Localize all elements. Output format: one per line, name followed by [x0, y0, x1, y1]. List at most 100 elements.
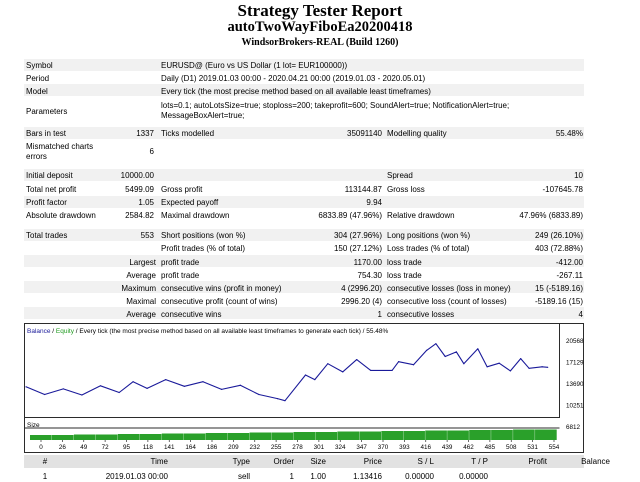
period-value: Daily (D1) 2019.01.03 00:00 - 2020.04.21… [161, 74, 426, 83]
largest-label: Largest [129, 258, 156, 267]
legend-separator: / [51, 328, 56, 335]
table-cell: sell [237, 472, 250, 481]
balance-point [44, 393, 46, 396]
balance-point [25, 386, 27, 388]
balance-point [425, 349, 428, 351]
max-consecutive-losses-value: 15 (-5189.16) [534, 284, 583, 293]
row-band [24, 196, 584, 208]
x-tick-label: 232 [249, 444, 260, 451]
loss-trades-value: 403 (72.88%) [534, 244, 583, 253]
balance-point [391, 369, 393, 371]
balance-point [520, 357, 522, 360]
gross-profit-label: Gross profit [161, 185, 203, 194]
y-tick-label: 13690 [566, 381, 584, 388]
maximal-consecutive-profit-value: 2996.20 (4) [341, 297, 382, 306]
x-tick-label: 26 [59, 444, 67, 451]
avg-consecutive-wins-value: 1 [377, 310, 382, 319]
legend-description: / Every tick (the most precise method ba… [74, 328, 389, 335]
row-band [24, 281, 584, 293]
column-header: T / P [471, 457, 488, 466]
size-bar [161, 433, 184, 440]
gross-loss-label: Gross loss [387, 185, 425, 194]
gross-profit-value: 113144.87 [344, 185, 382, 194]
period-label: Period [26, 74, 50, 83]
plot-frame [24, 323, 560, 418]
loss-trades-label: Loss trades (% of total) [387, 244, 470, 253]
balance-point [477, 348, 479, 350]
quality-label: Modelling quality [387, 129, 447, 138]
x-tick-label: 462 [463, 444, 474, 451]
y-tick-label: 10251 [566, 403, 584, 410]
table-cell: 0.00000 [459, 472, 488, 481]
maximum-label: Maximum [121, 284, 156, 293]
x-tick-label: 508 [506, 444, 517, 451]
x-tick-label: 72 [102, 444, 110, 451]
average-consecutive-label: Average [126, 310, 156, 319]
x-tick-label: 255 [271, 444, 282, 451]
symbol-value: EURUSD@ (Euro vs US Dollar (1 lot= EUR10… [161, 61, 348, 70]
largest-profit-value: 1170.00 [353, 258, 382, 267]
legend-equity: Equity [56, 328, 75, 335]
profit-factor-value: 1.05 [138, 198, 154, 207]
x-tick-label: 0 [39, 444, 43, 451]
mismatched-label-line2: errors [26, 152, 47, 161]
size-bar [359, 431, 382, 440]
y-tick-label: 20568 [566, 338, 584, 345]
size-bar [51, 435, 74, 440]
maximal-drawdown-value: 6833.89 (47.96%) [318, 211, 382, 220]
column-header: Type [232, 457, 250, 466]
bars-value: 1337 [136, 129, 154, 138]
balance-point [202, 381, 204, 383]
relative-drawdown-value: 47.96% (6833.89) [519, 211, 583, 220]
balance-point [239, 384, 241, 386]
report-title: Strategy Tester Report [237, 1, 403, 20]
x-tick-label: 278 [292, 444, 303, 451]
spread-value: 10 [574, 171, 583, 180]
balance-series [25, 343, 549, 402]
column-header: Price [363, 457, 382, 466]
size-bar [403, 431, 425, 440]
balance-point [183, 385, 185, 387]
x-tick-label: 531 [527, 444, 538, 451]
size-bar [249, 432, 272, 440]
maximal-consecutive-loss-label: consecutive loss (count of losses) [387, 297, 507, 306]
balance-point [370, 369, 372, 371]
row-band [24, 229, 584, 241]
size-bar [381, 431, 403, 440]
balance-point [444, 355, 446, 358]
row-band [24, 59, 584, 71]
balance-point [528, 367, 530, 369]
size-bar [227, 433, 250, 440]
balance-point [509, 370, 512, 372]
long-positions-value: 249 (26.10%) [534, 231, 583, 240]
average-profit-label: profit trade [161, 271, 200, 280]
row-band [24, 255, 584, 267]
absolute-drawdown-label: Absolute drawdown [26, 211, 96, 220]
balance-point [81, 394, 83, 396]
profit-factor-label: Profit factor [26, 198, 67, 207]
balance-point [276, 398, 279, 400]
spread-label: Spread [387, 171, 413, 180]
balance-chart: Balance / Equity / Every tick (the most … [24, 323, 584, 453]
net-profit-label: Total net profit [26, 185, 77, 194]
balance-point [412, 364, 415, 366]
initial-deposit-value: 10000.00 [120, 171, 154, 180]
gross-loss-value: -107645.78 [542, 185, 583, 194]
mismatched-label: Mismatched charts [26, 142, 94, 151]
row-band [24, 84, 584, 96]
parameters-value-line2: MessageBoxAlert=true; [161, 111, 245, 120]
x-tick-label: 347 [356, 444, 367, 451]
ticks-label: Ticks modelled [161, 129, 215, 138]
column-header: Balance [581, 457, 610, 466]
balance-point [118, 391, 120, 394]
size-bars [30, 429, 557, 440]
x-tick-label: 554 [549, 444, 560, 451]
size-bar [491, 430, 513, 440]
row-band [24, 307, 584, 319]
size-bar [117, 434, 140, 440]
column-header: Order [273, 457, 294, 466]
balance-point [99, 385, 102, 387]
size-bar [271, 432, 294, 440]
avg-consecutive-wins-label: consecutive wins [161, 310, 222, 319]
table-cell: 1.00 [310, 472, 326, 481]
